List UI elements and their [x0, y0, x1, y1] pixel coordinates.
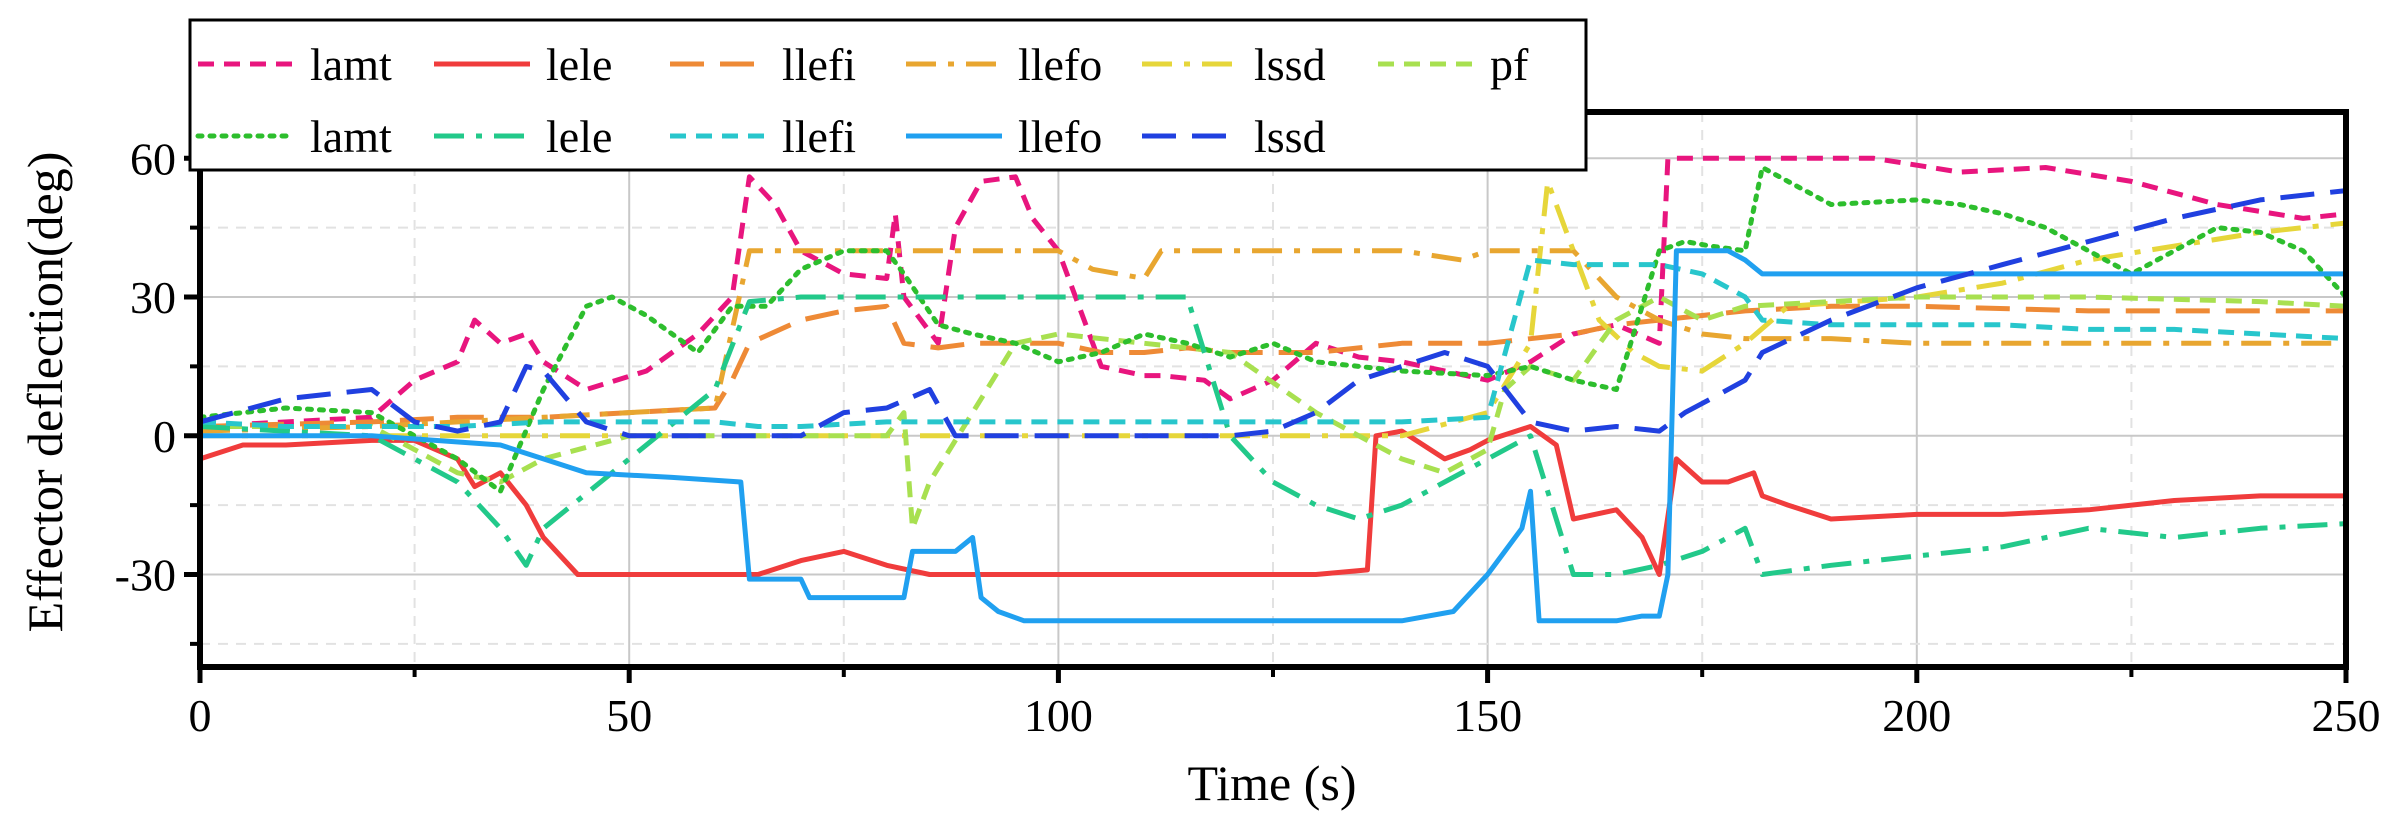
- series-line-lele-7: [199, 294, 2347, 577]
- y-tick-label: 30: [130, 272, 176, 323]
- y-tick-label: 0: [153, 411, 176, 462]
- y-axis-title: Effector deflection(deg): [17, 152, 73, 633]
- legend-box: [188, 18, 1588, 172]
- series-line-lamt-6: [197, 165, 2349, 494]
- series-line-lssd-10: [199, 188, 2347, 439]
- series-line-lssd-4: [200, 178, 2347, 439]
- series-line-llefi-8: [199, 257, 2347, 429]
- x-tick-label: 150: [1453, 690, 1522, 741]
- plot-series: [197, 155, 2349, 624]
- legend: lamt lele llefi llefo lssd pf lamt lele llefi lle…: [188, 18, 1588, 172]
- legend-label-10: lssd: [1254, 111, 1326, 162]
- legend-label-2: llefi: [782, 39, 856, 90]
- legend-label-0: lamt: [310, 39, 392, 90]
- legend-label-6: lamt: [310, 111, 392, 162]
- grid: [200, 112, 2346, 667]
- legend-label-4: lssd: [1254, 39, 1326, 90]
- series-line-llefo-9: [200, 248, 2346, 624]
- y-tick-label: 60: [130, 133, 176, 184]
- x-axis-title: Time (s): [1187, 755, 1356, 811]
- x-tick-label: 50: [606, 690, 652, 741]
- legend-label-5: pf: [1490, 39, 1529, 90]
- legend-label-8: llefi: [782, 111, 856, 162]
- x-tick-label: 100: [1024, 690, 1093, 741]
- x-tick-label: 200: [1882, 690, 1951, 741]
- x-tick-label: 0: [189, 690, 212, 741]
- x-tick-label: 250: [2312, 690, 2381, 741]
- legend-label-3: llefo: [1018, 39, 1102, 90]
- legend-label-1: lele: [546, 39, 612, 90]
- y-tick-label: -30: [115, 550, 176, 601]
- series-line-lamt-0: [199, 155, 2347, 429]
- series-line-llefo-3: [199, 248, 2346, 434]
- axis-ticks: 0 50 100 150 200 250 -30 0 30 60: [115, 133, 2381, 741]
- series-line-lele-1: [199, 424, 2346, 577]
- legend-label-9: llefo: [1018, 111, 1102, 162]
- series-line-llefi-2: [199, 303, 2346, 429]
- legend-label-7: lele: [546, 111, 612, 162]
